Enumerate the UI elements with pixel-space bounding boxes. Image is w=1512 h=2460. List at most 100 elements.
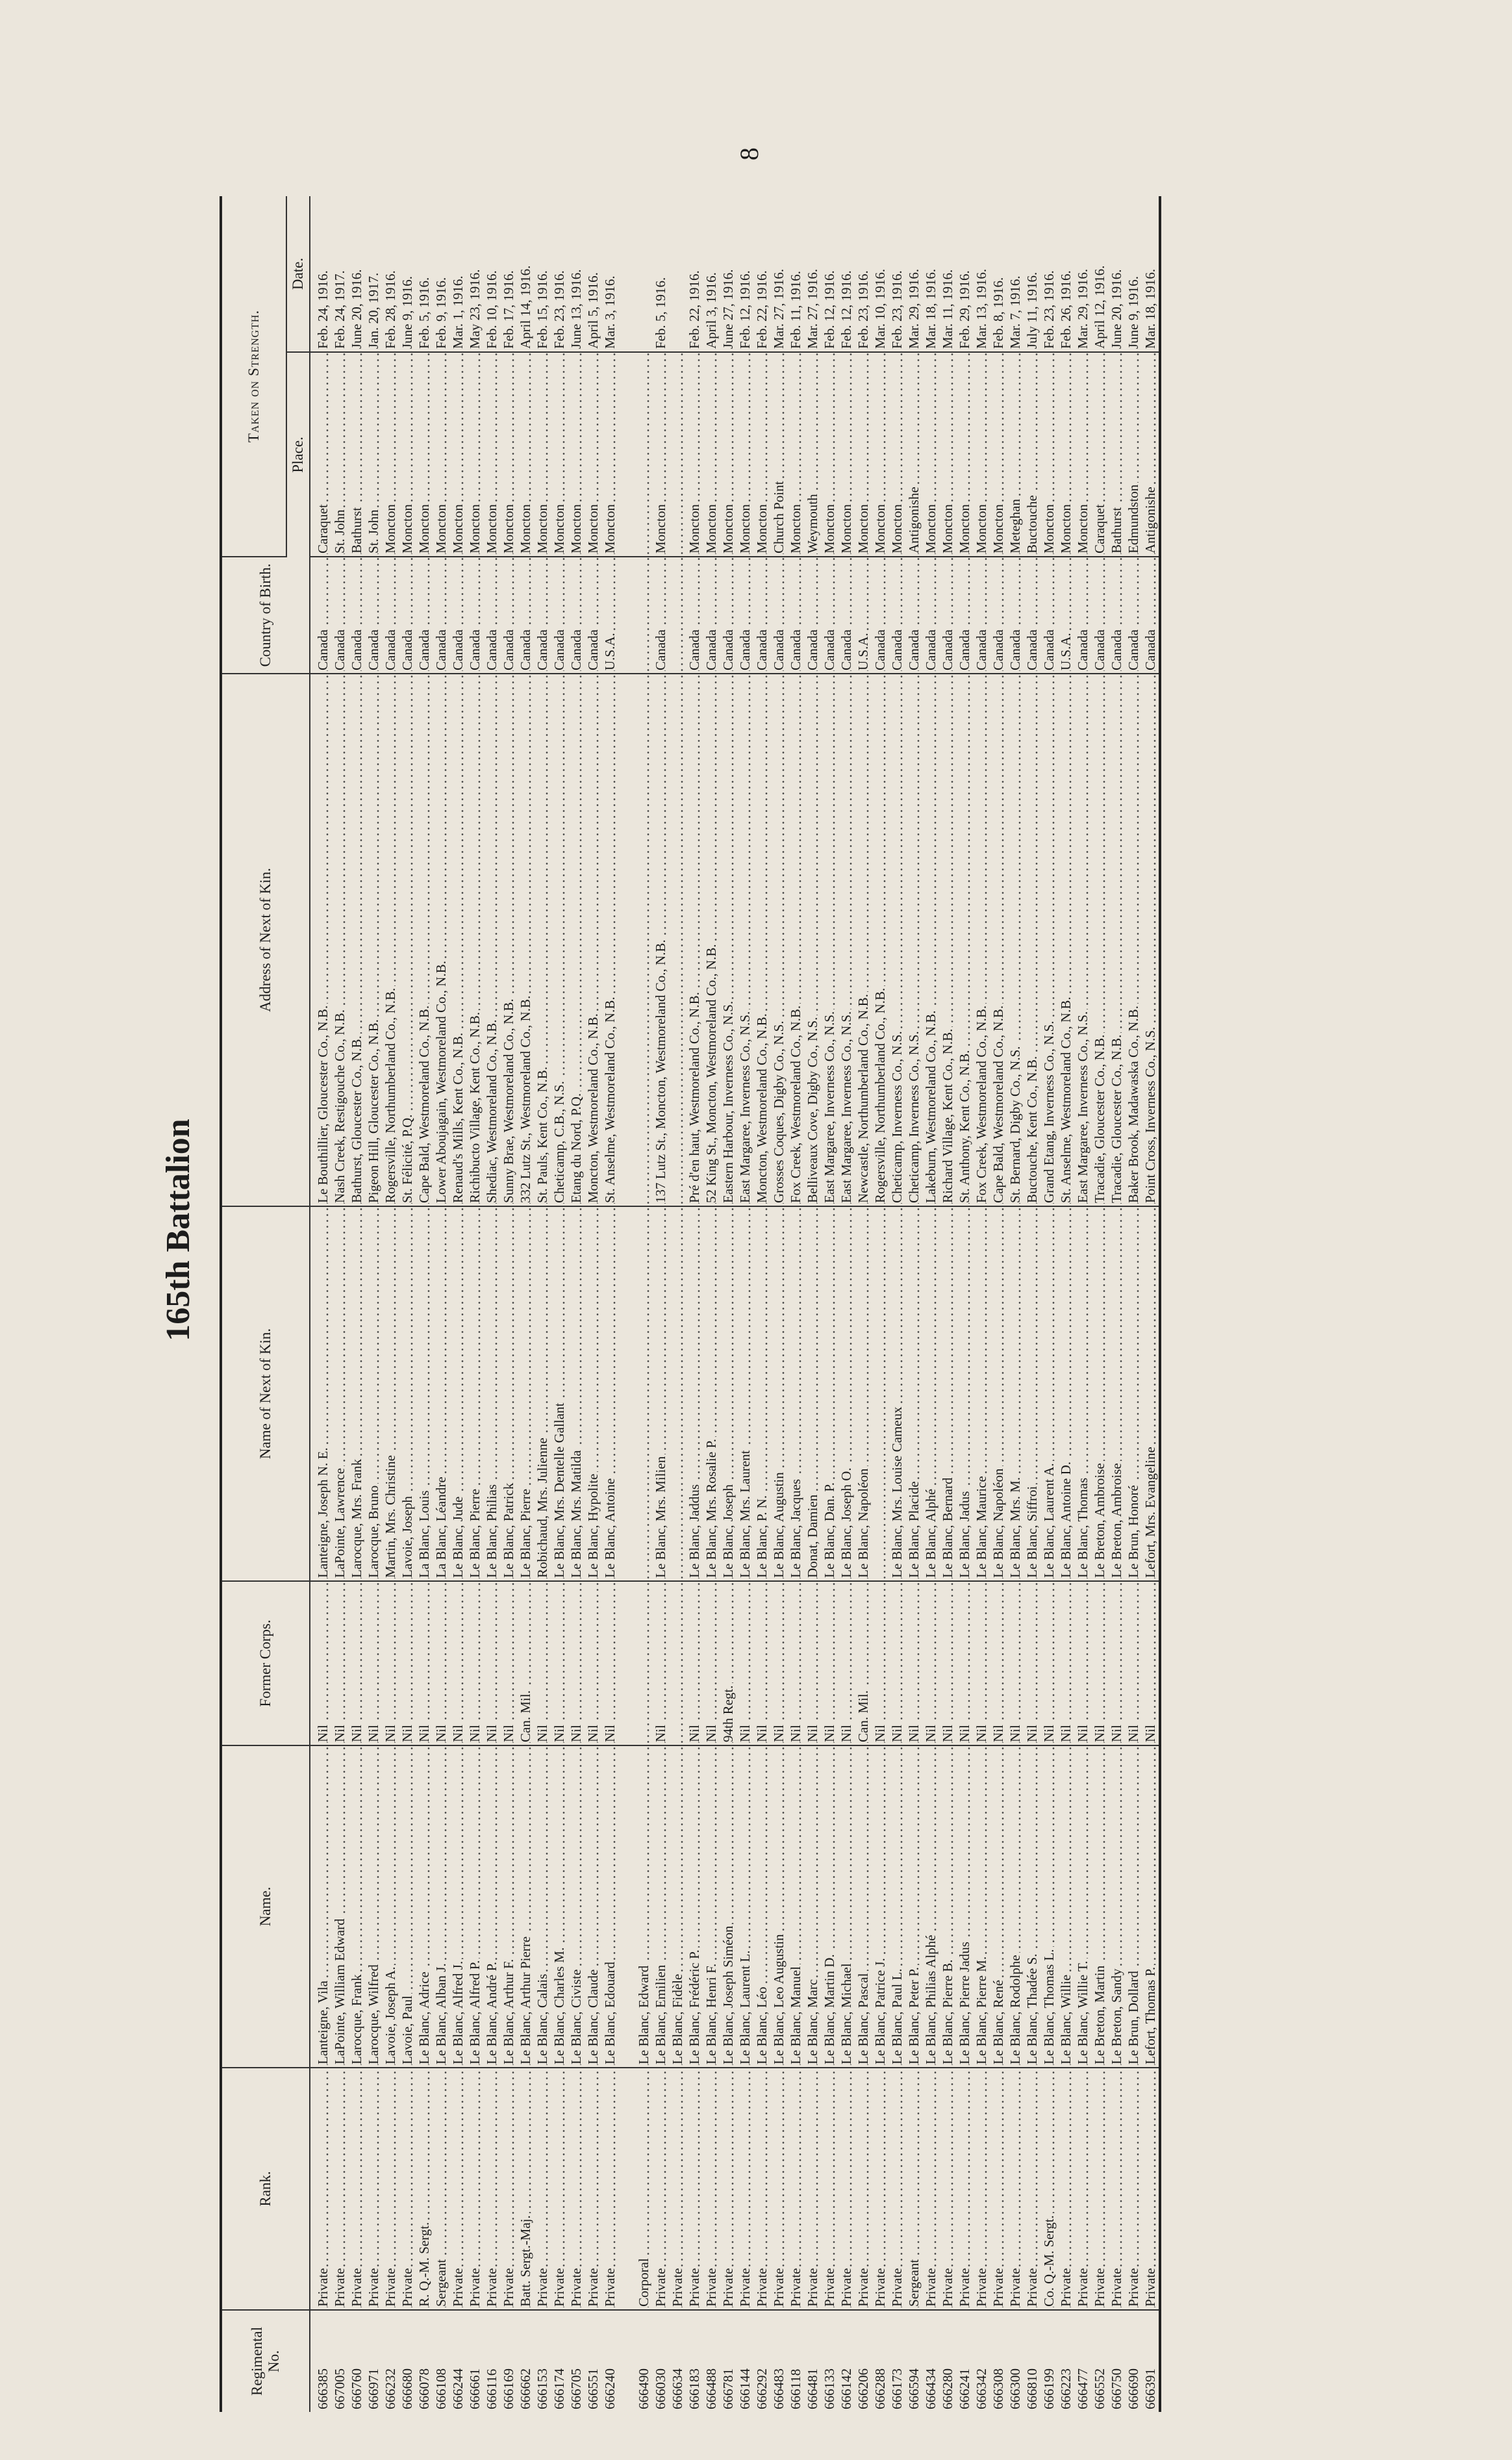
reg-no: 666488 <box>703 2366 719 2409</box>
place-cell <box>669 352 686 557</box>
name-cell: Le Blanc, Willie <box>1057 1745 1074 2068</box>
rank: Private <box>754 2266 770 2307</box>
rank-cell: Private <box>449 2068 466 2310</box>
country-cell: Canada <box>399 557 416 674</box>
rank: Private <box>568 2266 584 2307</box>
rank: R. Q.-M. Sergt. <box>416 2220 432 2307</box>
date-cell: Mar. 3, 1916. <box>601 196 618 352</box>
kin-address-cell: East Margaree, Inverness Co., N.S. <box>1074 674 1091 1206</box>
date: Feb. 5, 1916. <box>653 275 668 349</box>
table-row: 667005 Private LaPointe, William Edward Nil… <box>331 196 348 2412</box>
date-cell: Feb. 12, 1916. <box>838 196 855 352</box>
country-cell: Canada <box>770 557 787 674</box>
rank-cell: Private <box>1007 2068 1024 2310</box>
rank: Private <box>771 2266 787 2307</box>
date: Feb. 8, 1916. <box>990 275 1006 349</box>
table-row: 666174 Private Le Blanc, Charles M. Nil Le B… <box>551 196 568 2412</box>
name: Larocque, Frank <box>349 1972 364 2064</box>
former-corps-cell: Nil <box>737 1581 753 1745</box>
name: Le Blanc, Frédéric P. <box>687 1947 702 2064</box>
rank: Private <box>332 2266 347 2307</box>
country: Canada <box>788 628 803 670</box>
table-row: 666241 Private Le Blanc, Pierre Jadus Nil Le… <box>956 196 973 2412</box>
date: June 20, 1916. <box>1109 267 1124 349</box>
place: St. John <box>332 507 347 553</box>
name: Le Blanc, Joseph Siméon <box>720 1923 736 2064</box>
rank: Private <box>653 2266 668 2307</box>
place: Moncton <box>399 502 415 553</box>
table-row: 666199 Co. Q.-M. Sergt. Le Blanc, Thomas L… <box>1040 196 1057 2412</box>
former-corps-cell: Nil <box>922 1581 939 1745</box>
next-of-kin-cell: Le Blanc, P. N. <box>753 1206 770 1581</box>
country-cell: U.S.A. <box>855 557 872 674</box>
date: Feb. 26, 1916. <box>1058 268 1074 349</box>
place: Moncton <box>720 502 736 553</box>
next-of-kin-cell: Le Blanc, Siffroi <box>1024 1206 1040 1581</box>
country-cell: Canada <box>872 557 888 674</box>
rank: Private <box>535 2266 550 2307</box>
place-cell: Edmundston <box>1125 352 1142 557</box>
former-corps-cell: Can. Mil. <box>855 1581 872 1745</box>
next-of-kin: Donat, Damien <box>805 1492 820 1578</box>
kin-address-cell: St. Pauls, Kent Co., N.B. <box>534 674 551 1206</box>
date: Feb. 12, 1916. <box>838 268 854 349</box>
country-cell: Canada <box>804 557 821 674</box>
kin-address-cell: St. Anthony, Kent Co., N.B. <box>956 674 973 1206</box>
place: Edmundston <box>1126 482 1141 553</box>
former-corps: 94th Regt. <box>720 1683 736 1742</box>
reg-no-cell: 666223 <box>1057 2310 1074 2412</box>
name-cell: Le Blanc, Peter P. <box>905 1745 922 2068</box>
country: Canada <box>535 628 550 670</box>
place: Moncton <box>585 502 601 553</box>
date-cell: Feb. 24, 1917. <box>331 196 348 352</box>
next-of-kin-cell: Le Blanc, Mrs. M. <box>1007 1206 1024 1581</box>
date-cell: Feb. 29, 1916. <box>956 196 973 352</box>
date: Feb. 5, 1916. <box>416 275 432 349</box>
date-cell <box>618 196 652 352</box>
country: Canada <box>568 628 584 670</box>
country: U.S.A. <box>602 631 618 670</box>
rank: Private <box>788 2266 803 2307</box>
country-cell: Canada <box>703 557 720 674</box>
former-corps-cell: Nil <box>821 1581 838 1745</box>
next-of-kin: Le Blanc, Siffroi <box>1024 1484 1040 1578</box>
place-cell: Moncton <box>416 352 433 557</box>
kin-address-cell: Fox Creek, Westmoreland Co., N.B. <box>973 674 990 1206</box>
reg-no-cell: 666781 <box>720 2310 737 2412</box>
rank-cell: Private <box>1125 2068 1142 2310</box>
reg-no: 666288 <box>872 2366 888 2409</box>
date-cell: April 12, 1916. <box>1091 196 1108 352</box>
rank-cell: Private <box>466 2068 483 2310</box>
date: Feb. 10, 1916. <box>484 268 499 349</box>
next-of-kin: Le Blanc, Maurice <box>974 1474 989 1578</box>
next-of-kin-cell: Le Breton, Ambroise <box>1108 1206 1125 1581</box>
reg-no-cell: 666240 <box>601 2310 618 2412</box>
rank-cell: Private <box>737 2068 753 2310</box>
rank: Private <box>703 2266 719 2307</box>
column-header: Regimental No. <box>221 2310 310 2412</box>
place-cell: Antigonishe <box>1142 352 1160 557</box>
kin-address: Le Bouthillier, Gloucester Co., N.B. <box>315 1003 331 1203</box>
date-cell: June 9, 1916. <box>1125 196 1142 352</box>
table-row: 666971 Private Larocque, Wilfred Nil Larocqu… <box>365 196 382 2412</box>
rank-cell: Private <box>500 2068 517 2310</box>
rank: Batt. Sergt.-Maj. <box>518 2213 533 2307</box>
table-row: 666662 Batt. Sergt.-Maj. Le Blanc, Arthur … <box>517 196 534 2412</box>
former-corps: Nil <box>1041 1723 1057 1742</box>
next-of-kin: Le Breton, Ambroise <box>1092 1461 1107 1578</box>
date-cell: Feb. 12, 1916. <box>737 196 753 352</box>
reg-no-cell: 666241 <box>956 2310 973 2412</box>
reg-no: 666173 <box>889 2366 905 2409</box>
place: Moncton <box>889 502 905 553</box>
rank: Private <box>1126 2266 1141 2307</box>
reg-no: 666705 <box>568 2366 584 2409</box>
date-cell: Feb. 5, 1916. <box>416 196 433 352</box>
place: Moncton <box>602 502 618 553</box>
kin-address-cell: East Margaree, Inverness Co., N.S. <box>821 674 838 1206</box>
former-corps: Nil <box>990 1723 1006 1742</box>
place-cell: Moncton <box>737 352 753 557</box>
kin-address: Cheticamp, Inverness Co., N.S. <box>906 1029 922 1203</box>
country-cell: Canada <box>348 557 365 674</box>
former-corps-cell: Nil <box>382 1581 399 1745</box>
name: Lavoie, Joseph A. <box>383 1964 398 2064</box>
